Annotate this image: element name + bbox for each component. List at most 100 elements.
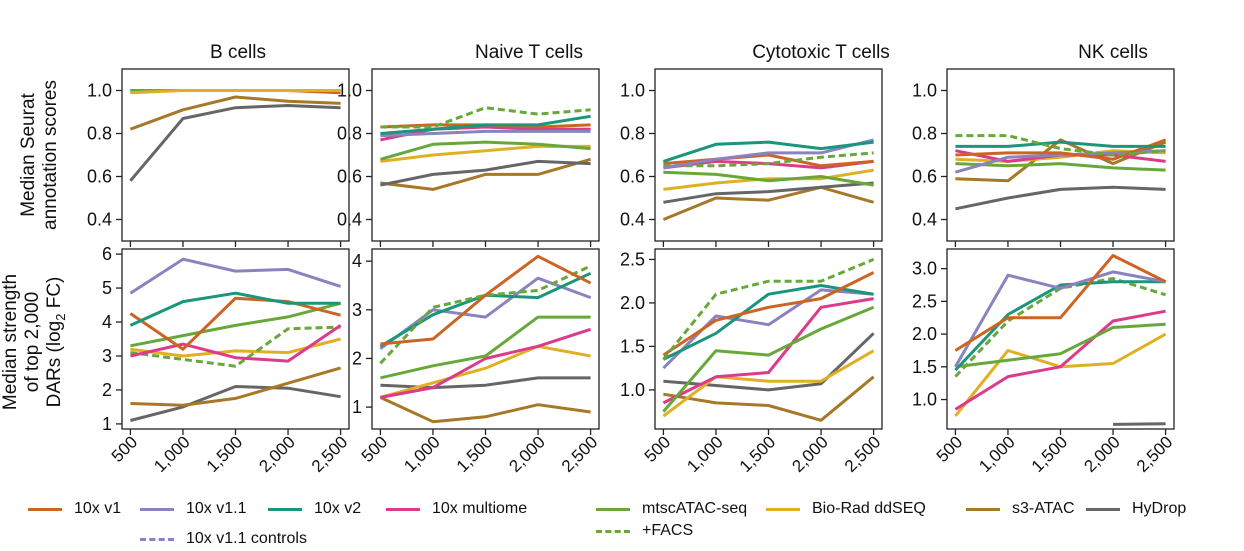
y-tick-label: 4: [102, 312, 112, 332]
y-tick-label: 0.8: [87, 124, 112, 144]
legend-swatch: [966, 507, 1000, 511]
top-row-y-title-line-1: Median Seurat: [18, 92, 39, 216]
series-line-10x_v1: [129, 296, 341, 351]
bottom-row-y-title-line-3: DARs (log2 FC): [44, 277, 68, 408]
y-tick-label: 3: [102, 346, 112, 366]
legend-item-10x_v1_1: 10x v1.1: [140, 500, 246, 518]
y-tick-label: 1.5: [912, 357, 937, 377]
series-line-mtscatac: [379, 140, 591, 161]
series-line-hydrop: [129, 104, 341, 182]
legend-item-10x_v1_1_controls: 10x v1.1 controls: [140, 530, 307, 548]
series-line-biorad: [130, 89, 341, 95]
series-line-10x_v1: [380, 254, 592, 346]
panel-title-nk-cells: NK cells: [1078, 42, 1148, 63]
series-line-10x_v1_1: [954, 270, 1166, 368]
legend-item-biorad: Bio-Rad ddSEQ: [766, 500, 926, 518]
series-line-hydrop: [130, 385, 341, 422]
x-tick-label: 1,000: [150, 432, 194, 476]
panel-annotation-2: 0.4 0.6 0.8 1.0: [620, 68, 883, 247]
series-line-hydrop: [380, 159, 591, 187]
y-tick-label: 1.5: [620, 336, 645, 356]
top-row-y-title-line-2: annotation scores: [40, 80, 61, 230]
y-tick-label: 0.4: [620, 210, 645, 230]
series-line-10x_v1_1: [129, 257, 342, 295]
x-tick-label: 2,000: [255, 432, 299, 476]
y-tick-label: 0.6: [912, 167, 937, 187]
legend-item-facs: +FACS: [596, 522, 693, 540]
y-tick-label: 1.0: [620, 380, 645, 400]
y-tick-label: 0.4: [87, 210, 112, 230]
bottom-row-y-title-part-a: DARs (log: [44, 321, 65, 408]
bottom-row-y-title: Median strength of top 2,000 DARs (log2 …: [0, 274, 68, 410]
y-tick-label: 0.8: [912, 124, 937, 144]
y-tick-label: 1.0: [337, 81, 362, 101]
x-tick-label: 2,000: [1080, 432, 1124, 476]
series-line-mtscatac: [380, 315, 591, 380]
y-tick-label: 2.5: [620, 249, 645, 269]
series-line-biorad: [662, 349, 875, 418]
series-line-facs: [130, 325, 341, 368]
legend-label: s3-ATAC: [1012, 500, 1075, 517]
x-tick-label: 2,500: [1133, 432, 1177, 476]
y-tick-label: 1.0: [87, 81, 112, 101]
series-line-mtscatac: [663, 170, 874, 187]
x-tick-label: 2,000: [505, 432, 549, 476]
legend-swatch: [140, 507, 174, 511]
x-tick-label: 2,500: [308, 432, 352, 476]
series-line-10x_v2: [954, 280, 1166, 372]
bottom-row-y-title-part-b: FC): [44, 277, 65, 314]
x-tick-label: 500: [933, 432, 966, 465]
y-tick-label: 0.4: [912, 210, 937, 230]
legend-item-10x_multiome: 10x multiome: [386, 500, 527, 518]
panel-frame: [371, 68, 600, 242]
panel-annotation-1: 0.4 0.6 0.8 1.0: [337, 68, 600, 247]
legend-swatch: [596, 507, 630, 511]
series-line-biorad: [954, 332, 1167, 417]
series-line-s3atac: [130, 366, 342, 407]
series-line-mtscatac: [662, 305, 875, 413]
series-line-s3atac: [662, 185, 875, 221]
x-tick-label: 500: [358, 432, 391, 465]
series-line-hydrop: [663, 181, 874, 204]
y-tick-label: 6: [102, 244, 112, 264]
series-line-10x_v2: [955, 140, 1166, 148]
panel-annotation-3: 0.4 0.6 0.8 1.0: [912, 68, 1175, 247]
y-tick-label: 1.0: [912, 390, 937, 410]
series-line-10x_multiome: [954, 309, 1166, 411]
series-line-10x_v2: [379, 271, 592, 348]
x-tick-label: 1,500: [1028, 432, 1072, 476]
y-tick-label: 0.8: [337, 124, 362, 144]
legend-label: +FACS: [642, 522, 694, 539]
y-tick-label: 3: [352, 300, 362, 320]
series-line-10x_v2: [662, 140, 874, 163]
panel-dar-2: 1.0 1.5 2.0 2.5 500 1,000 1,500 2,000 2,500: [620, 248, 884, 476]
x-tick-label: 1,500: [453, 432, 497, 476]
x-tick-label: 1,500: [736, 432, 780, 476]
x-tick-label: 1,500: [203, 432, 247, 476]
series-line-10x_v1_1: [379, 276, 592, 350]
legend-label: mtscATAC-seq: [642, 500, 748, 517]
series-line-hydrop: [380, 376, 591, 390]
x-tick-label: 1,000: [400, 432, 444, 476]
legend-item-10x_v2: 10x v2: [268, 500, 361, 518]
legend-label: 10x v2: [314, 500, 362, 517]
y-tick-label: 1.0: [912, 81, 937, 101]
series-line-s3atac: [129, 95, 341, 131]
y-tick-label: 0.6: [620, 167, 645, 187]
series-line-10x_v1: [954, 254, 1167, 352]
legend: 10x v1 10x v1.1 10x v2 10x multiome mtscATAC…: [28, 500, 1228, 550]
panel-dar-3: 1.0 1.5 2.0 2.5 3.0 500 1,000 1,500 2,000 2,500: [912, 248, 1177, 476]
legend-swatch: [386, 507, 420, 511]
series-line-10x_multiome: [662, 297, 874, 405]
legend-label: HyDrop: [1132, 500, 1187, 517]
legend-label: 10x v1.1: [186, 500, 247, 517]
y-tick-label: 4: [352, 251, 362, 271]
y-tick-label: 1: [102, 414, 112, 434]
series-line-10x_v2: [129, 291, 341, 327]
panel-title-cytotoxic-t-cells: Cytotoxic T cells: [752, 42, 890, 63]
series-line-facs: [662, 258, 875, 361]
series-line-facs: [380, 106, 591, 129]
series-line-mtscatac: [955, 162, 1166, 172]
y-tick-label: 2: [352, 348, 362, 368]
series-line-biorad: [379, 344, 591, 399]
